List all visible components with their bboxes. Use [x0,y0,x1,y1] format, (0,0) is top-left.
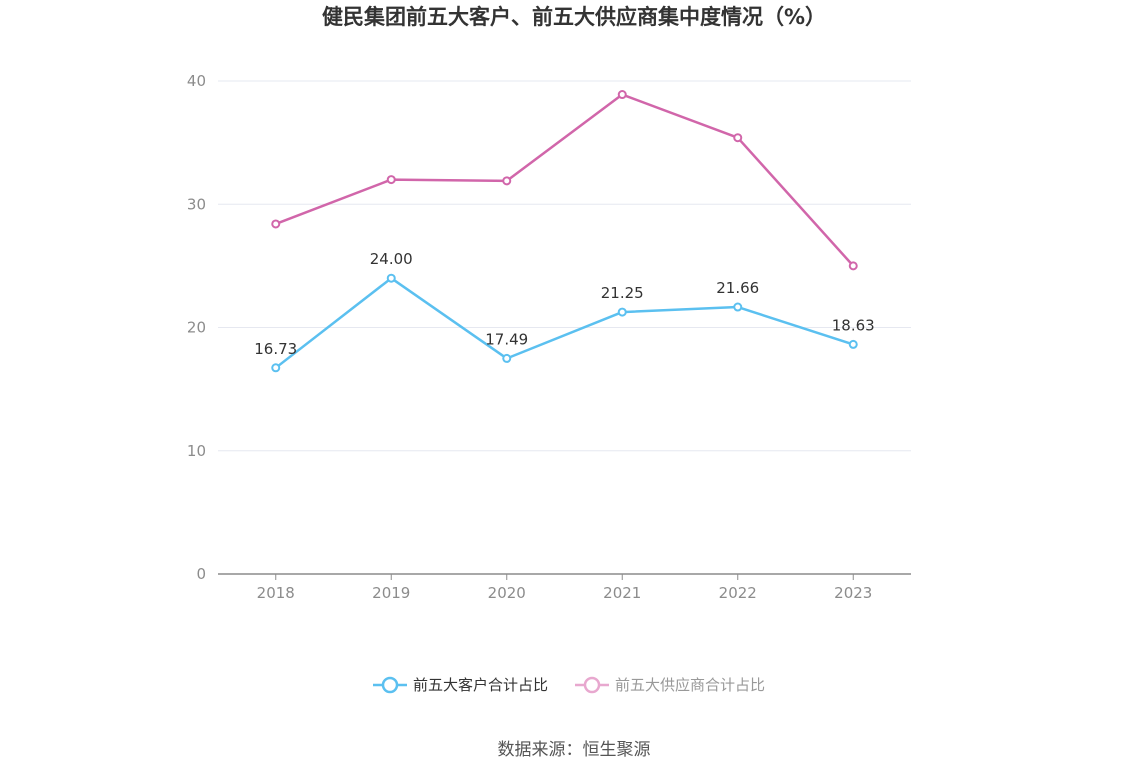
x-tick-label-2023: 2023 [834,584,872,602]
legend-marker-1 [583,676,601,694]
series-0-point-2020[interactable] [502,353,512,363]
series-0-point-2019[interactable] [386,273,396,283]
y-tick-label-0: 0 [196,565,206,583]
data-source: 数据来源：恒生聚源 [498,740,651,760]
series-1-point-2018[interactable] [271,219,281,229]
legend-marker-0 [381,676,399,694]
series-0-point-2021[interactable] [617,307,627,317]
series-lines [271,90,858,373]
axes: 0 10 20 30 40 2018 2019 2020 2021 2022 2023 [187,72,911,602]
x-tick-label-2021: 2021 [603,584,641,602]
series-0-point-2018[interactable] [271,363,281,373]
legend-item-0[interactable]: 前五大客户合计占比 [373,676,548,694]
series-0-point-2023[interactable] [848,339,858,349]
data-label-2022: 21.66 [716,279,759,297]
data-label-2018: 16.73 [254,340,297,358]
legend-label-0: 前五大客户合计占比 [413,676,548,694]
y-tick-label-10: 10 [187,442,206,460]
legend[interactable]: 前五大客户合计占比 前五大供应商合计占比 [373,676,765,694]
series-1-point-2020[interactable] [502,176,512,186]
y-tick-label-20: 20 [187,319,206,337]
x-tick-label-2019: 2019 [372,584,410,602]
x-tick-label-2020: 2020 [488,584,526,602]
series-line-1 [275,93,855,267]
legend-item-1[interactable]: 前五大供应商合计占比 [575,676,765,694]
x-tick-label-2022: 2022 [719,584,757,602]
y-tick-label-40: 40 [187,72,206,90]
series-1-point-2023[interactable] [848,261,858,271]
y-tick-label-30: 30 [187,195,206,213]
data-label-2020: 17.49 [485,330,528,348]
chart-title: 健民集团前五大客户、前五大供应商集中度情况（%） [322,5,826,29]
data-labels: 16.73 24.00 17.49 21.25 21.66 18.63 [254,250,874,358]
data-label-2021: 21.25 [601,284,644,302]
series-1-point-2022[interactable] [733,133,743,143]
series-1-point-2021[interactable] [617,90,627,100]
legend-label-1: 前五大供应商合计占比 [615,676,765,694]
series-1-point-2019[interactable] [386,175,396,185]
grid-lines [218,80,911,452]
series-line-0 [274,276,854,369]
data-label-2023: 18.63 [832,316,875,334]
x-tick-label-2018: 2018 [257,584,295,602]
series-0-point-2022[interactable] [733,302,743,312]
data-label-2019: 24.00 [370,250,413,268]
